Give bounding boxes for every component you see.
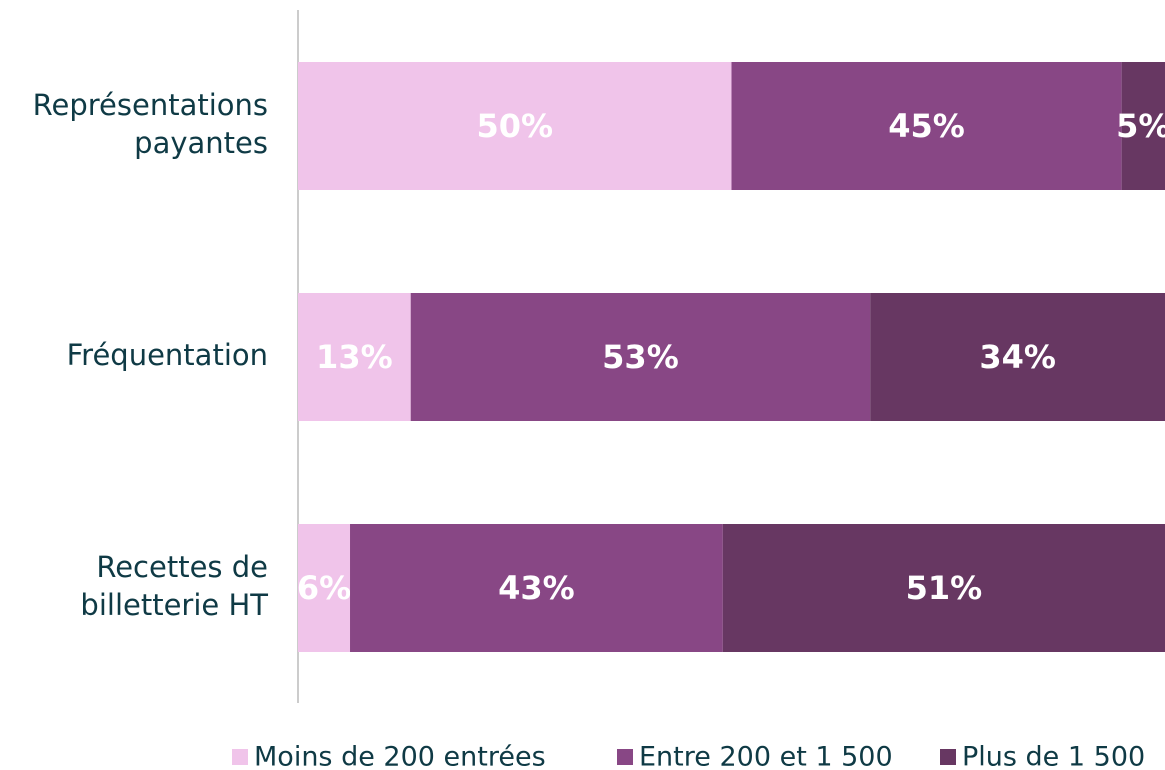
bar-segment (410, 293, 871, 421)
legend-label: Plus de 1 500 (962, 742, 1145, 770)
value-label: 5% (1116, 107, 1165, 145)
legend-swatch (940, 749, 956, 765)
bar-segment (298, 524, 351, 652)
value-label: 50% (476, 107, 553, 145)
bar-segment (731, 62, 1122, 190)
category-label: payantes (134, 126, 268, 160)
legend-label: Moins de 200 entrées (254, 742, 546, 770)
value-label: 6% (297, 569, 351, 607)
category-label: Fréquentation (67, 338, 268, 372)
category-label: Représentations (33, 88, 268, 122)
value-label: 45% (888, 107, 965, 145)
category-label: Recettes de (96, 550, 268, 584)
bar-segment (298, 62, 732, 190)
legend-label: Entre 200 et 1 500 (639, 742, 893, 770)
value-label: 43% (498, 569, 575, 607)
bar-segment (1121, 62, 1165, 190)
bar-segment (298, 293, 411, 421)
value-label: 13% (316, 338, 393, 376)
bar-segment (870, 293, 1165, 421)
value-label: 34% (979, 338, 1056, 376)
value-label: 53% (602, 338, 679, 376)
category-label: billetterie HT (80, 588, 268, 622)
legend-swatch (617, 749, 633, 765)
legend-swatch (232, 749, 248, 765)
bar-segment (350, 524, 723, 652)
bar-segment (722, 524, 1165, 652)
value-label: 51% (906, 569, 983, 607)
